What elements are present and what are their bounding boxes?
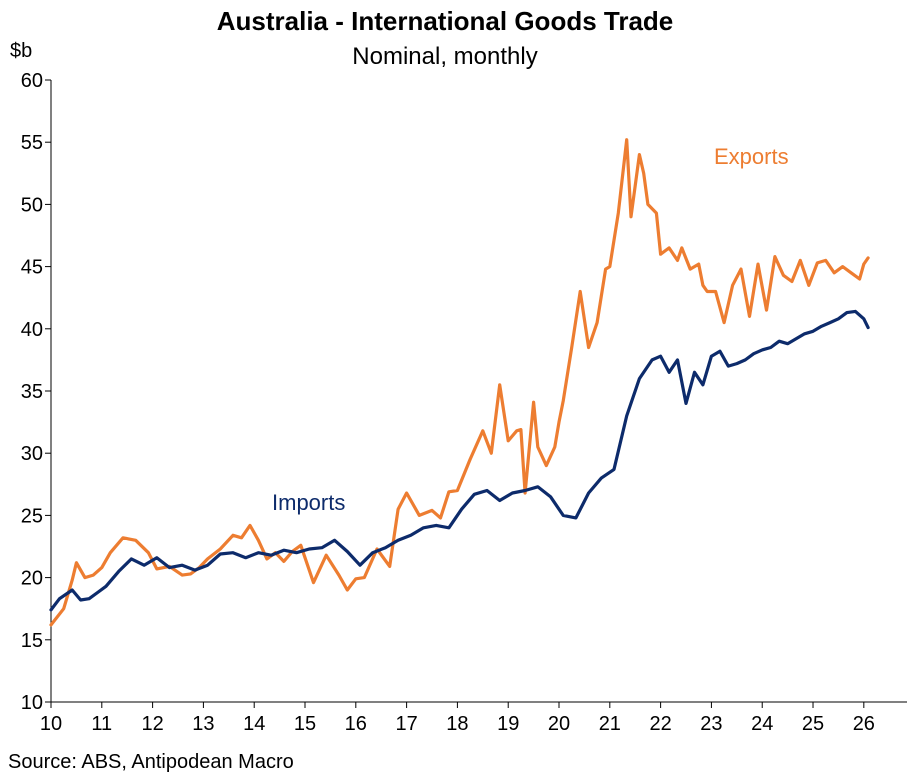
source-note: Source: ABS, Antipodean Macro [8, 751, 294, 773]
y-tick-label: 35 [21, 381, 43, 403]
y-tick-label: 40 [21, 319, 43, 341]
chart-subtitle: Nominal, monthly [352, 43, 537, 70]
x-tick-label: 23 [700, 713, 722, 735]
x-axis: 10 11 12 13 14 15 16 17 18 19 20 21 22 23 24 25 26 [40, 702, 875, 735]
x-tick-label: 21 [599, 713, 621, 735]
x-tick-label: 12 [141, 713, 163, 735]
y-tick-label: 30 [21, 443, 43, 465]
chart-title: Australia - International Goods Trade [217, 6, 674, 36]
x-tick-label: 18 [446, 713, 468, 735]
y-tick-label: 20 [21, 568, 43, 590]
x-tick-label: 26 [853, 713, 875, 735]
x-tick-label: 22 [649, 713, 671, 735]
series-layer [49, 138, 870, 627]
y-tick-label: 60 [21, 70, 43, 92]
x-tick-label: 10 [40, 713, 62, 735]
y-axis: 10 15 20 25 30 35 40 45 50 55 60 [21, 70, 51, 714]
y-tick-label: 45 [21, 257, 43, 279]
x-tick-label: 19 [497, 713, 519, 735]
series-line-exports [49, 138, 870, 627]
x-tick-label: 15 [294, 713, 316, 735]
series-label-imports: Imports [272, 490, 345, 515]
x-tick-label: 25 [802, 713, 824, 735]
x-tick-label: 13 [192, 713, 214, 735]
series-line-imports [49, 309, 870, 612]
x-tick-label: 20 [548, 713, 570, 735]
x-tick-label: 17 [395, 713, 417, 735]
y-tick-label: 55 [21, 132, 43, 154]
y-tick-label: 25 [21, 505, 43, 527]
x-tick-label: 24 [751, 713, 773, 735]
x-tick-label: 14 [243, 713, 265, 735]
series-label-exports: Exports [714, 144, 789, 169]
y-tick-label: 50 [21, 194, 43, 216]
x-tick-label: 11 [91, 713, 112, 735]
y-tick-label: 10 [21, 692, 43, 714]
y-tick-label: 15 [21, 630, 43, 652]
y-axis-unit-label: $b [10, 40, 32, 62]
x-tick-label: 16 [345, 713, 367, 735]
